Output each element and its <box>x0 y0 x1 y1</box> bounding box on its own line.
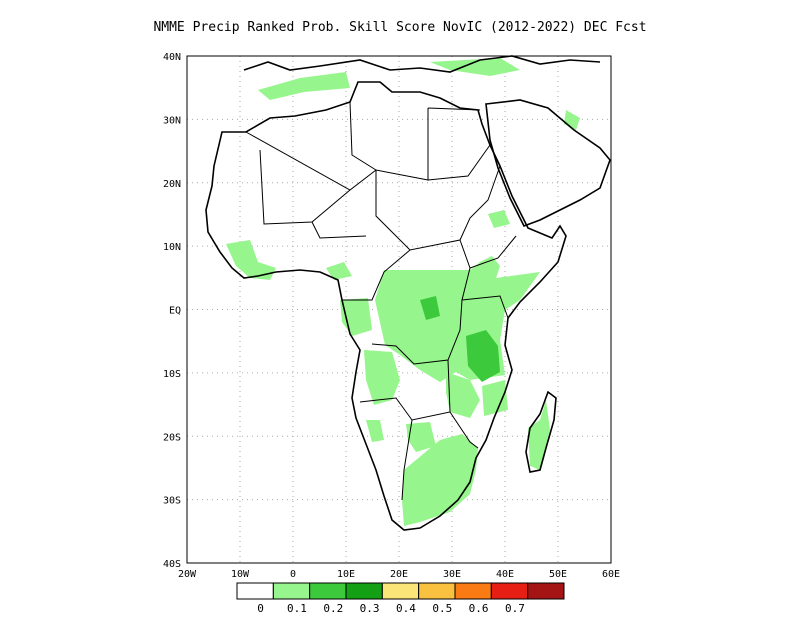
skill-area-madagascar <box>528 400 550 470</box>
skill-area-tanzania-high <box>466 330 500 382</box>
lat-tick-label: 20S <box>163 432 181 443</box>
colorbar-swatch <box>454 582 492 600</box>
lat-tick-label: 30S <box>163 496 181 507</box>
colorbar-label: 0.6 <box>469 602 489 615</box>
skill-area-botswana <box>406 422 436 452</box>
border-line-10 <box>401 419 413 501</box>
lat-tick-label: 30N <box>163 115 181 126</box>
skill-area-maghreb <box>258 72 350 100</box>
latitude-labels: 40N 30N 20N 10N EQ 10S 20S 30S 40S <box>163 52 181 570</box>
skill-area-angola <box>364 350 400 405</box>
lat-tick-label: 40N <box>163 52 181 63</box>
border-line-12 <box>427 107 481 111</box>
lat-tick-label: 10N <box>163 242 181 253</box>
skill-area-namibia <box>366 420 384 442</box>
border-line-8 <box>461 295 509 319</box>
africa-coastline <box>205 81 567 531</box>
lon-tick-label: 60E <box>602 569 620 580</box>
map-title: NMME Precip Ranked Prob. Skill Score Nov… <box>153 20 647 35</box>
colorbar: 0 0.1 0.2 0.3 0.4 0.5 0.6 0.7 <box>236 582 565 615</box>
colorbar-swatch <box>381 582 420 600</box>
border-line-13 <box>427 144 491 181</box>
map-frame <box>186 55 612 564</box>
lon-tick-label: 0 <box>290 569 296 580</box>
country-borders <box>245 101 517 501</box>
colorbar-label: 0.3 <box>360 602 380 615</box>
europe-coastline <box>243 55 601 73</box>
lat-tick-label: 40S <box>163 559 181 570</box>
colorbar-swatch <box>490 582 529 600</box>
skill-area-mediterranean <box>430 58 520 76</box>
coastlines <box>205 55 611 531</box>
colorbar-label: 0.4 <box>396 602 416 615</box>
colorbar-label: 0.5 <box>432 602 452 615</box>
lon-tick-label: 40E <box>496 569 514 580</box>
colorbar-swatch <box>418 582 456 600</box>
border-line-11 <box>449 411 479 449</box>
lat-tick-label: 10S <box>163 369 181 380</box>
lon-tick-label: 50E <box>549 569 567 580</box>
skill-area-zambia <box>446 372 480 418</box>
skill-shading <box>226 58 580 526</box>
skill-area-southern-africa <box>402 434 478 526</box>
colorbar-swatch <box>236 582 274 600</box>
skill-area-mozambique <box>482 380 508 416</box>
colorbar-label: 0.7 <box>505 602 525 615</box>
lon-tick-label: 30E <box>443 569 461 580</box>
border-line-1 <box>349 101 377 171</box>
gridlines <box>187 56 611 563</box>
lat-tick-label: EQ <box>169 306 181 317</box>
colorbar-label: 0 <box>257 602 264 615</box>
border-line-2 <box>259 149 351 225</box>
colorbar-label: 0.2 <box>323 602 343 615</box>
skill-area-sahel <box>326 262 352 280</box>
colorbar-swatch <box>309 582 347 600</box>
skill-area-west-africa <box>226 240 276 280</box>
lon-tick-label: 10E <box>337 569 355 580</box>
border-line-3 <box>311 221 367 239</box>
colorbar-swatch <box>272 582 311 600</box>
colorbar-swatch <box>527 582 565 600</box>
lon-tick-label: 10W <box>231 569 250 580</box>
colorbar-label: 0.1 <box>287 602 307 615</box>
skill-area-ethiopia <box>488 210 510 228</box>
skill-area-central-africa <box>375 256 540 382</box>
border-line-6 <box>459 235 517 269</box>
lat-tick-label: 20N <box>163 179 181 190</box>
colorbar-swatch <box>345 582 383 600</box>
skill-area-central-high <box>420 296 440 320</box>
madagascar-coastline <box>525 390 557 473</box>
longitude-labels: 20W 10W 0 10E 20E 30E 40E 50E 60E <box>178 569 620 580</box>
arabia-coastline <box>485 99 611 228</box>
border-line-5 <box>342 249 411 301</box>
lon-tick-label: 20W <box>178 569 197 580</box>
lon-tick-label: 20E <box>390 569 408 580</box>
